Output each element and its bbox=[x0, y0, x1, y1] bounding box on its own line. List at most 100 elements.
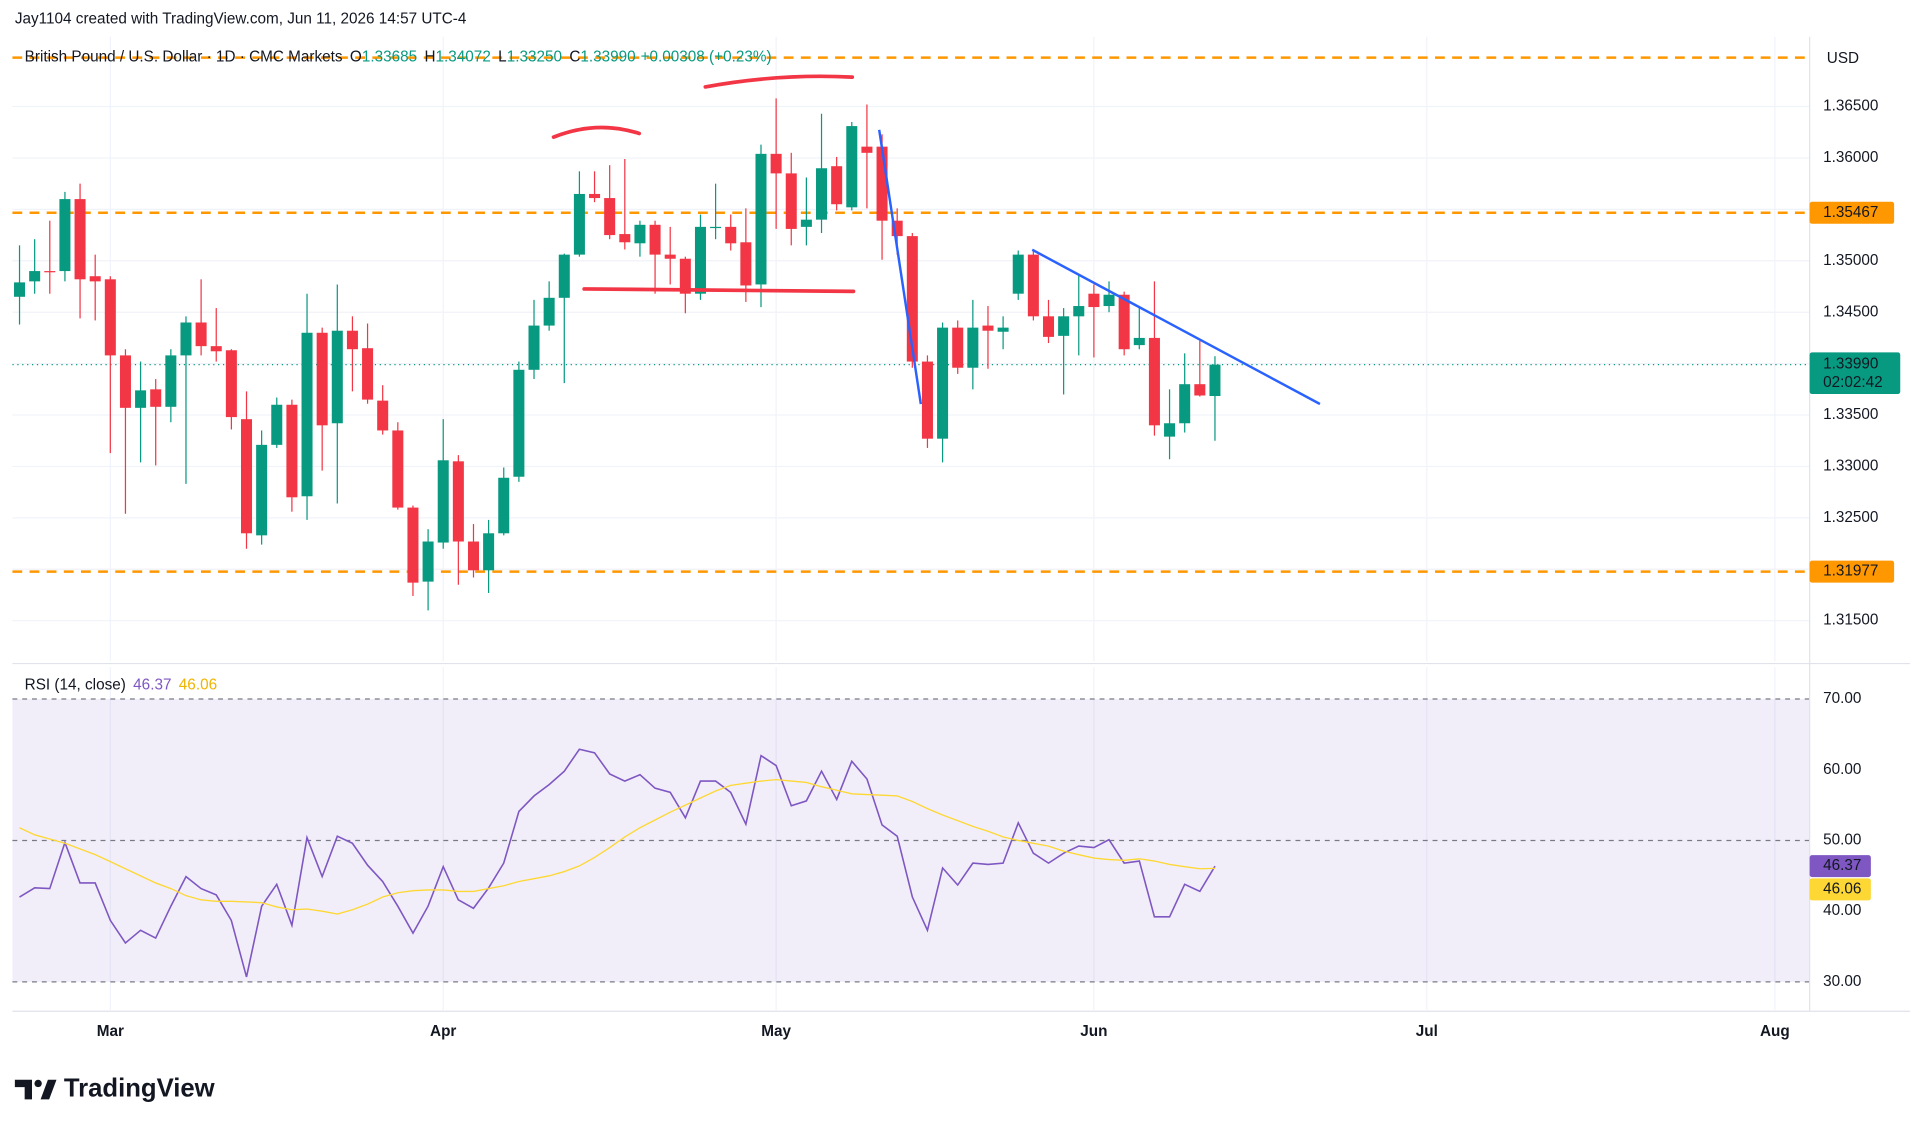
highlight-stroke bbox=[703, 74, 855, 89]
candle-body bbox=[740, 242, 752, 286]
candle-body bbox=[1209, 364, 1221, 397]
ohlc-key: O bbox=[350, 49, 362, 66]
candle-body bbox=[180, 322, 192, 356]
candle-body bbox=[483, 533, 495, 571]
candle-body bbox=[271, 404, 283, 445]
candle-body bbox=[135, 390, 147, 408]
candle-body bbox=[165, 355, 177, 407]
candle-body bbox=[997, 327, 1009, 332]
candle-body bbox=[679, 258, 691, 294]
candle-body bbox=[150, 389, 162, 407]
candle-body bbox=[44, 271, 56, 273]
y-tick-label: 50.00 bbox=[1823, 832, 1861, 849]
symbol-title: British Pound / U.S. Dollar · 1D · CMC M… bbox=[25, 49, 343, 66]
candle-body bbox=[1148, 337, 1160, 426]
y-tick-label: 40.00 bbox=[1823, 902, 1861, 919]
x-tick-label: May bbox=[761, 1023, 791, 1040]
candle-body bbox=[1073, 306, 1085, 317]
candle-body bbox=[362, 348, 374, 400]
candle-body bbox=[286, 404, 298, 498]
y-tick-label: 1.35000 bbox=[1823, 252, 1878, 269]
support-stroke bbox=[582, 287, 856, 294]
candle-body bbox=[604, 198, 616, 236]
candle-body bbox=[558, 254, 570, 298]
candle-body bbox=[770, 153, 782, 174]
candle-body bbox=[1027, 254, 1039, 317]
candle-body bbox=[906, 236, 918, 362]
candle-body bbox=[119, 355, 131, 408]
currency: USD bbox=[1827, 50, 1859, 67]
rsi-ma-value: 46.06 bbox=[179, 677, 217, 694]
candle-body bbox=[785, 173, 797, 229]
candle-body bbox=[301, 332, 313, 497]
drawings bbox=[551, 74, 1321, 406]
x-tick-label: Jul bbox=[1416, 1023, 1438, 1040]
candle-body bbox=[619, 234, 631, 243]
candle-body bbox=[1012, 254, 1024, 294]
candle-body bbox=[392, 430, 404, 508]
candle-body bbox=[1133, 337, 1145, 346]
candle-body bbox=[755, 153, 767, 285]
trend-line bbox=[1031, 248, 1321, 406]
candle-body bbox=[407, 507, 419, 583]
rsi-value: 46.37 bbox=[133, 677, 171, 694]
candle-body bbox=[316, 332, 328, 426]
candle-body bbox=[1118, 294, 1130, 350]
level-label: 1.31977 bbox=[1823, 563, 1878, 580]
level-label: 1.35467 bbox=[1823, 204, 1878, 221]
logo-icon bbox=[40, 1079, 57, 1100]
candle-body bbox=[513, 369, 525, 477]
attribution: Jay1104 created with TradingView.com, Ju… bbox=[15, 11, 467, 28]
y-tick-label: 30.00 bbox=[1823, 973, 1861, 990]
y-tick-label: 1.34500 bbox=[1823, 303, 1878, 320]
candle-body bbox=[29, 271, 41, 282]
y-tick-label: 1.31500 bbox=[1823, 612, 1878, 629]
rsi-label-box bbox=[1809, 878, 1871, 901]
legend: British Pound / U.S. Dollar · 1D · CMC M… bbox=[25, 49, 772, 66]
candle-body bbox=[846, 126, 858, 208]
candle-body bbox=[634, 224, 646, 244]
level-label-box bbox=[1809, 560, 1895, 583]
candle-body bbox=[437, 460, 449, 543]
candle-body bbox=[891, 220, 903, 237]
y-tick-label: 60.00 bbox=[1823, 761, 1861, 778]
rsi-line bbox=[19, 778, 1216, 915]
candle-body bbox=[346, 330, 358, 350]
ohlc-value: 1.34072 bbox=[436, 49, 491, 66]
candle-body bbox=[195, 322, 207, 347]
candle-body bbox=[831, 166, 843, 205]
trend-line bbox=[877, 129, 923, 405]
x-tick-label: Jun bbox=[1080, 1023, 1107, 1040]
candle-body bbox=[664, 254, 676, 259]
candle-body bbox=[1058, 316, 1070, 336]
candle-body bbox=[649, 224, 661, 255]
ohlc-value: 1.33685 bbox=[362, 49, 417, 66]
y-tick-label: 1.33000 bbox=[1823, 457, 1878, 474]
candle-body bbox=[800, 219, 812, 227]
y-tick-label: 1.33500 bbox=[1823, 406, 1878, 423]
candle-body bbox=[452, 461, 464, 542]
candle-body bbox=[210, 346, 222, 352]
rsi-label: 46.37 bbox=[1823, 857, 1861, 874]
rsi-legend: RSI (14, close) 46.37 46.06 bbox=[25, 677, 217, 694]
candle-body bbox=[59, 199, 71, 272]
x-tick-label: Mar bbox=[97, 1023, 124, 1040]
rsi-label-box bbox=[1809, 855, 1871, 878]
candle-body bbox=[1164, 423, 1176, 437]
rsi-line bbox=[19, 748, 1216, 978]
candle-body bbox=[937, 327, 949, 439]
candle-body bbox=[967, 327, 979, 368]
candle-body bbox=[14, 282, 26, 297]
logo-text: TradingView bbox=[64, 1074, 216, 1102]
candle-body bbox=[89, 276, 101, 282]
x-tick-label: Aug bbox=[1760, 1023, 1790, 1040]
candle-body bbox=[1088, 293, 1100, 308]
y-tick-label: 1.36000 bbox=[1823, 149, 1878, 166]
candle-body bbox=[498, 477, 510, 534]
candle-body bbox=[952, 327, 964, 368]
change: +0.00308 (+0.23%) bbox=[641, 49, 772, 66]
y-tick-label: 70.00 bbox=[1823, 690, 1861, 707]
candle-body bbox=[256, 444, 268, 536]
candle-body bbox=[1194, 384, 1206, 396]
